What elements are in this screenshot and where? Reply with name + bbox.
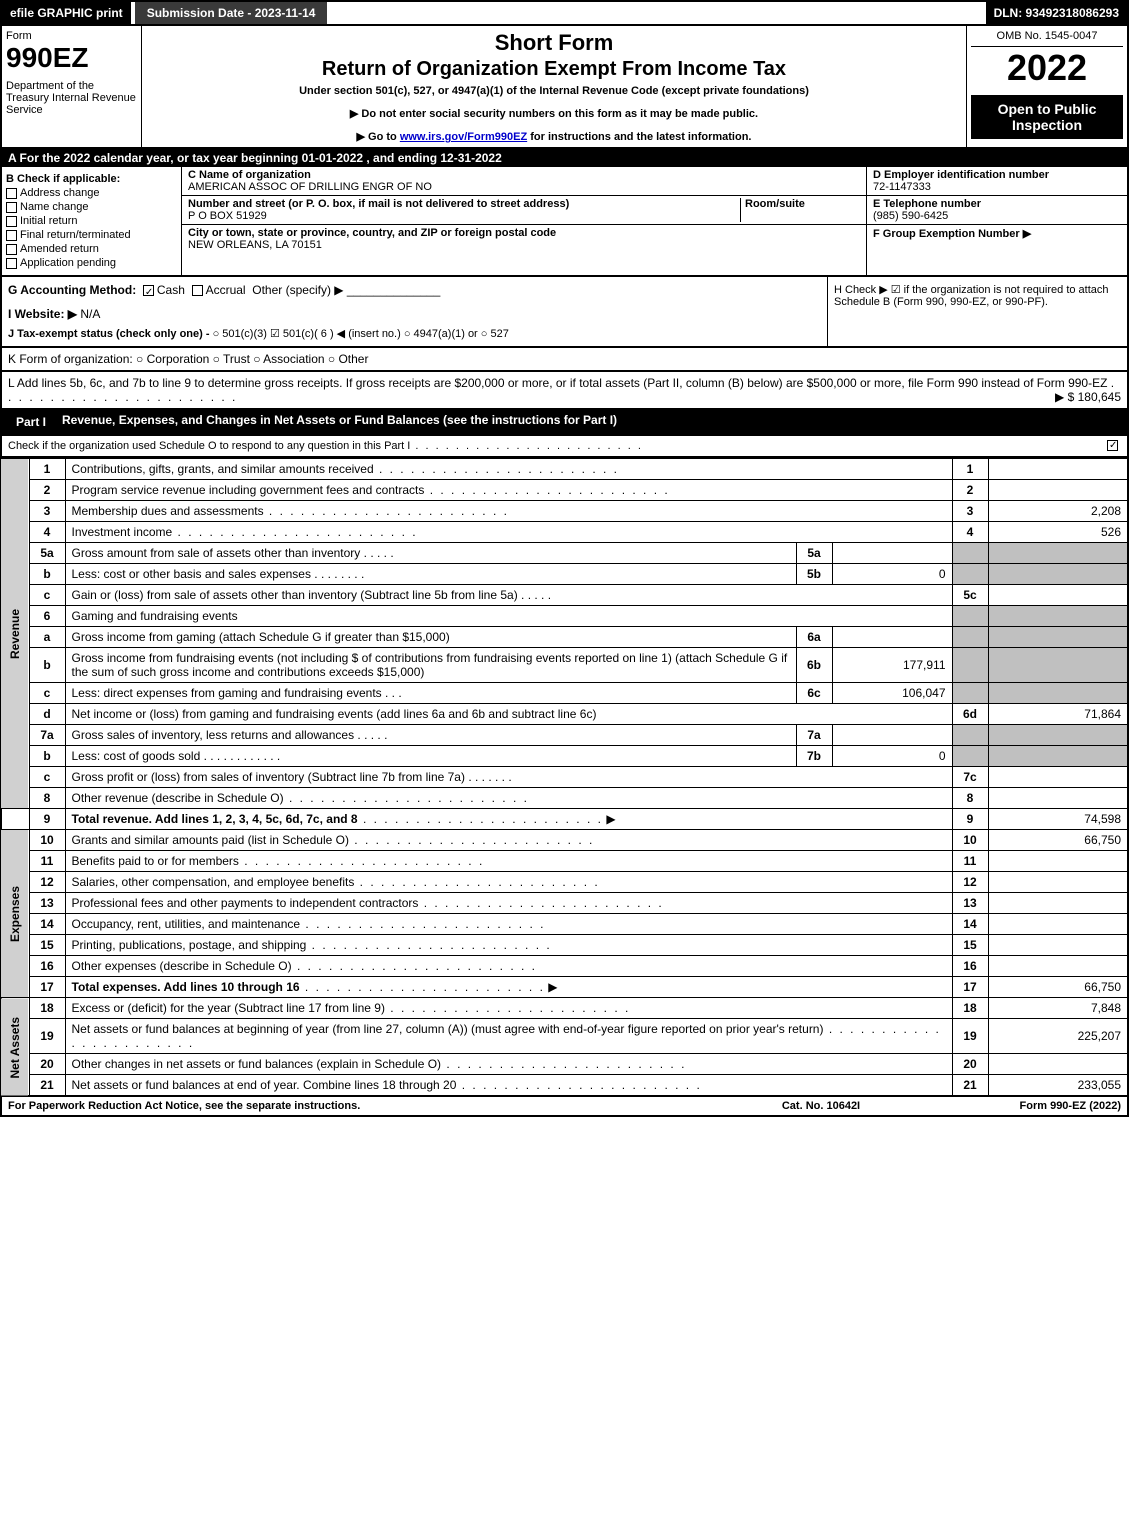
website-value: N/A <box>80 307 100 321</box>
col-de: D Employer identification number 72-1147… <box>867 167 1127 275</box>
part1-check-line: Check if the organization used Schedule … <box>0 436 1129 458</box>
line-6c-val: 106,047 <box>832 683 952 704</box>
chk-pending[interactable]: Application pending <box>6 257 177 269</box>
subtitle: Under section 501(c), 527, or 4947(a)(1)… <box>146 85 962 97</box>
chk-name[interactable]: Name change <box>6 201 177 213</box>
line-9-amt: 74,598 <box>988 809 1128 830</box>
line-1-amt <box>988 459 1128 480</box>
row-gh: G Accounting Method: Cash Accrual Other … <box>0 277 1129 348</box>
form-label: Form <box>6 30 137 42</box>
tax-status-label: J Tax-exempt status (check only one) - <box>8 328 210 340</box>
grid-bcdef: B Check if applicable: Address change Na… <box>0 167 1129 277</box>
line-6b-val: 177,911 <box>832 648 952 683</box>
return-title: Return of Organization Exempt From Incom… <box>146 58 962 81</box>
line-3-amt: 2,208 <box>988 501 1128 522</box>
row-l: L Add lines 5b, 6c, and 7b to line 9 to … <box>0 372 1129 410</box>
chk-cash[interactable] <box>143 285 154 296</box>
line-1-num: 1 <box>29 459 65 480</box>
tax-year: 2022 <box>971 47 1123 89</box>
line-21-amt: 233,055 <box>988 1075 1128 1097</box>
phone-row: E Telephone number (985) 590-6425 <box>867 196 1127 225</box>
topbar: efile GRAPHIC print Submission Date - 20… <box>0 0 1129 26</box>
phone: (985) 590-6425 <box>873 210 948 222</box>
chk-address[interactable]: Address change <box>6 187 177 199</box>
row-k: K Form of organization: ○ Corporation ○ … <box>0 348 1129 372</box>
schedule-b-check: H Check ▶ ☑ if the organization is not r… <box>827 277 1127 346</box>
chk-final[interactable]: Final return/terminated <box>6 229 177 241</box>
dept-label: Department of the Treasury Internal Reve… <box>6 80 137 116</box>
line-17-amt: 66,750 <box>988 977 1128 998</box>
part1-title: Revenue, Expenses, and Changes in Net As… <box>62 413 1121 431</box>
dln: DLN: 93492318086293 <box>986 2 1127 24</box>
line-10-amt: 66,750 <box>988 830 1128 851</box>
ein-row: D Employer identification number 72-1147… <box>867 167 1127 196</box>
org-name: AMERICAN ASSOC OF DRILLING ENGR OF NO <box>188 181 432 193</box>
tax-status-opts: ○ 501(c)(3) ☑ 501(c)( 6 ) ◀ (insert no.)… <box>213 328 509 340</box>
accounting-method: G Accounting Method: Cash Accrual Other … <box>2 277 827 346</box>
room-label: Room/suite <box>745 198 805 210</box>
website-label: I Website: ▶ <box>8 307 77 321</box>
b-title: B Check if applicable: <box>6 173 177 185</box>
side-revenue: Revenue <box>1 459 29 809</box>
ein: 72-1147333 <box>873 181 931 193</box>
chk-accrual[interactable] <box>192 285 203 296</box>
form-number: 990EZ <box>6 42 137 74</box>
form-footer: Form 990-EZ (2022) <box>921 1100 1121 1112</box>
col-c: C Name of organization AMERICAN ASSOC OF… <box>182 167 867 275</box>
paperwork-notice: For Paperwork Reduction Act Notice, see … <box>8 1100 721 1112</box>
chk-initial[interactable]: Initial return <box>6 215 177 227</box>
short-form-title: Short Form <box>146 30 962 56</box>
goto-note: ▶ Go to www.irs.gov/Form990EZ for instru… <box>146 130 962 143</box>
gross-receipts: ▶ $ 180,645 <box>1055 390 1121 404</box>
line-6d-amt: 71,864 <box>988 704 1128 725</box>
org-name-row: C Name of organization AMERICAN ASSOC OF… <box>182 167 866 196</box>
irs-link[interactable]: www.irs.gov/Form990EZ <box>400 131 527 143</box>
side-expenses: Expenses <box>1 830 29 998</box>
part1-label: Part I <box>8 413 54 431</box>
street: P O BOX 51929 <box>188 210 267 222</box>
group-exemption-row: F Group Exemption Number ▶ <box>867 225 1127 242</box>
part1-table: Revenue 1 Contributions, gifts, grants, … <box>0 458 1129 1097</box>
part1-header: Part I Revenue, Expenses, and Changes in… <box>0 410 1129 436</box>
form-header: Form 990EZ Department of the Treasury In… <box>0 26 1129 149</box>
city: NEW ORLEANS, LA 70151 <box>188 239 322 251</box>
ssn-note: ▶ Do not enter social security numbers o… <box>146 107 962 120</box>
submission-date: Submission Date - 2023-11-14 <box>135 2 328 24</box>
line-19-amt: 225,207 <box>988 1019 1128 1054</box>
chk-amended[interactable]: Amended return <box>6 243 177 255</box>
line-4-amt: 526 <box>988 522 1128 543</box>
efile-print[interactable]: efile GRAPHIC print <box>2 2 131 24</box>
street-row: Number and street (or P. O. box, if mail… <box>182 196 866 225</box>
header-right: OMB No. 1545-0047 2022 Open to Public In… <box>967 26 1127 147</box>
chk-schedule-o[interactable] <box>1107 440 1118 451</box>
section-a: A For the 2022 calendar year, or tax yea… <box>0 149 1129 167</box>
line-18-amt: 7,848 <box>988 998 1128 1019</box>
col-b: B Check if applicable: Address change Na… <box>2 167 182 275</box>
line-7b-val: 0 <box>832 746 952 767</box>
omb-number: OMB No. 1545-0047 <box>971 30 1123 47</box>
footer: For Paperwork Reduction Act Notice, see … <box>0 1097 1129 1117</box>
side-netassets: Net Assets <box>1 998 29 1097</box>
city-row: City or town, state or province, country… <box>182 225 866 253</box>
line-5b-val: 0 <box>832 564 952 585</box>
form-id-block: Form 990EZ Department of the Treasury In… <box>2 26 142 147</box>
form-title-block: Short Form Return of Organization Exempt… <box>142 26 967 147</box>
cat-no: Cat. No. 10642I <box>721 1100 921 1112</box>
inspection-badge: Open to Public Inspection <box>971 95 1123 139</box>
